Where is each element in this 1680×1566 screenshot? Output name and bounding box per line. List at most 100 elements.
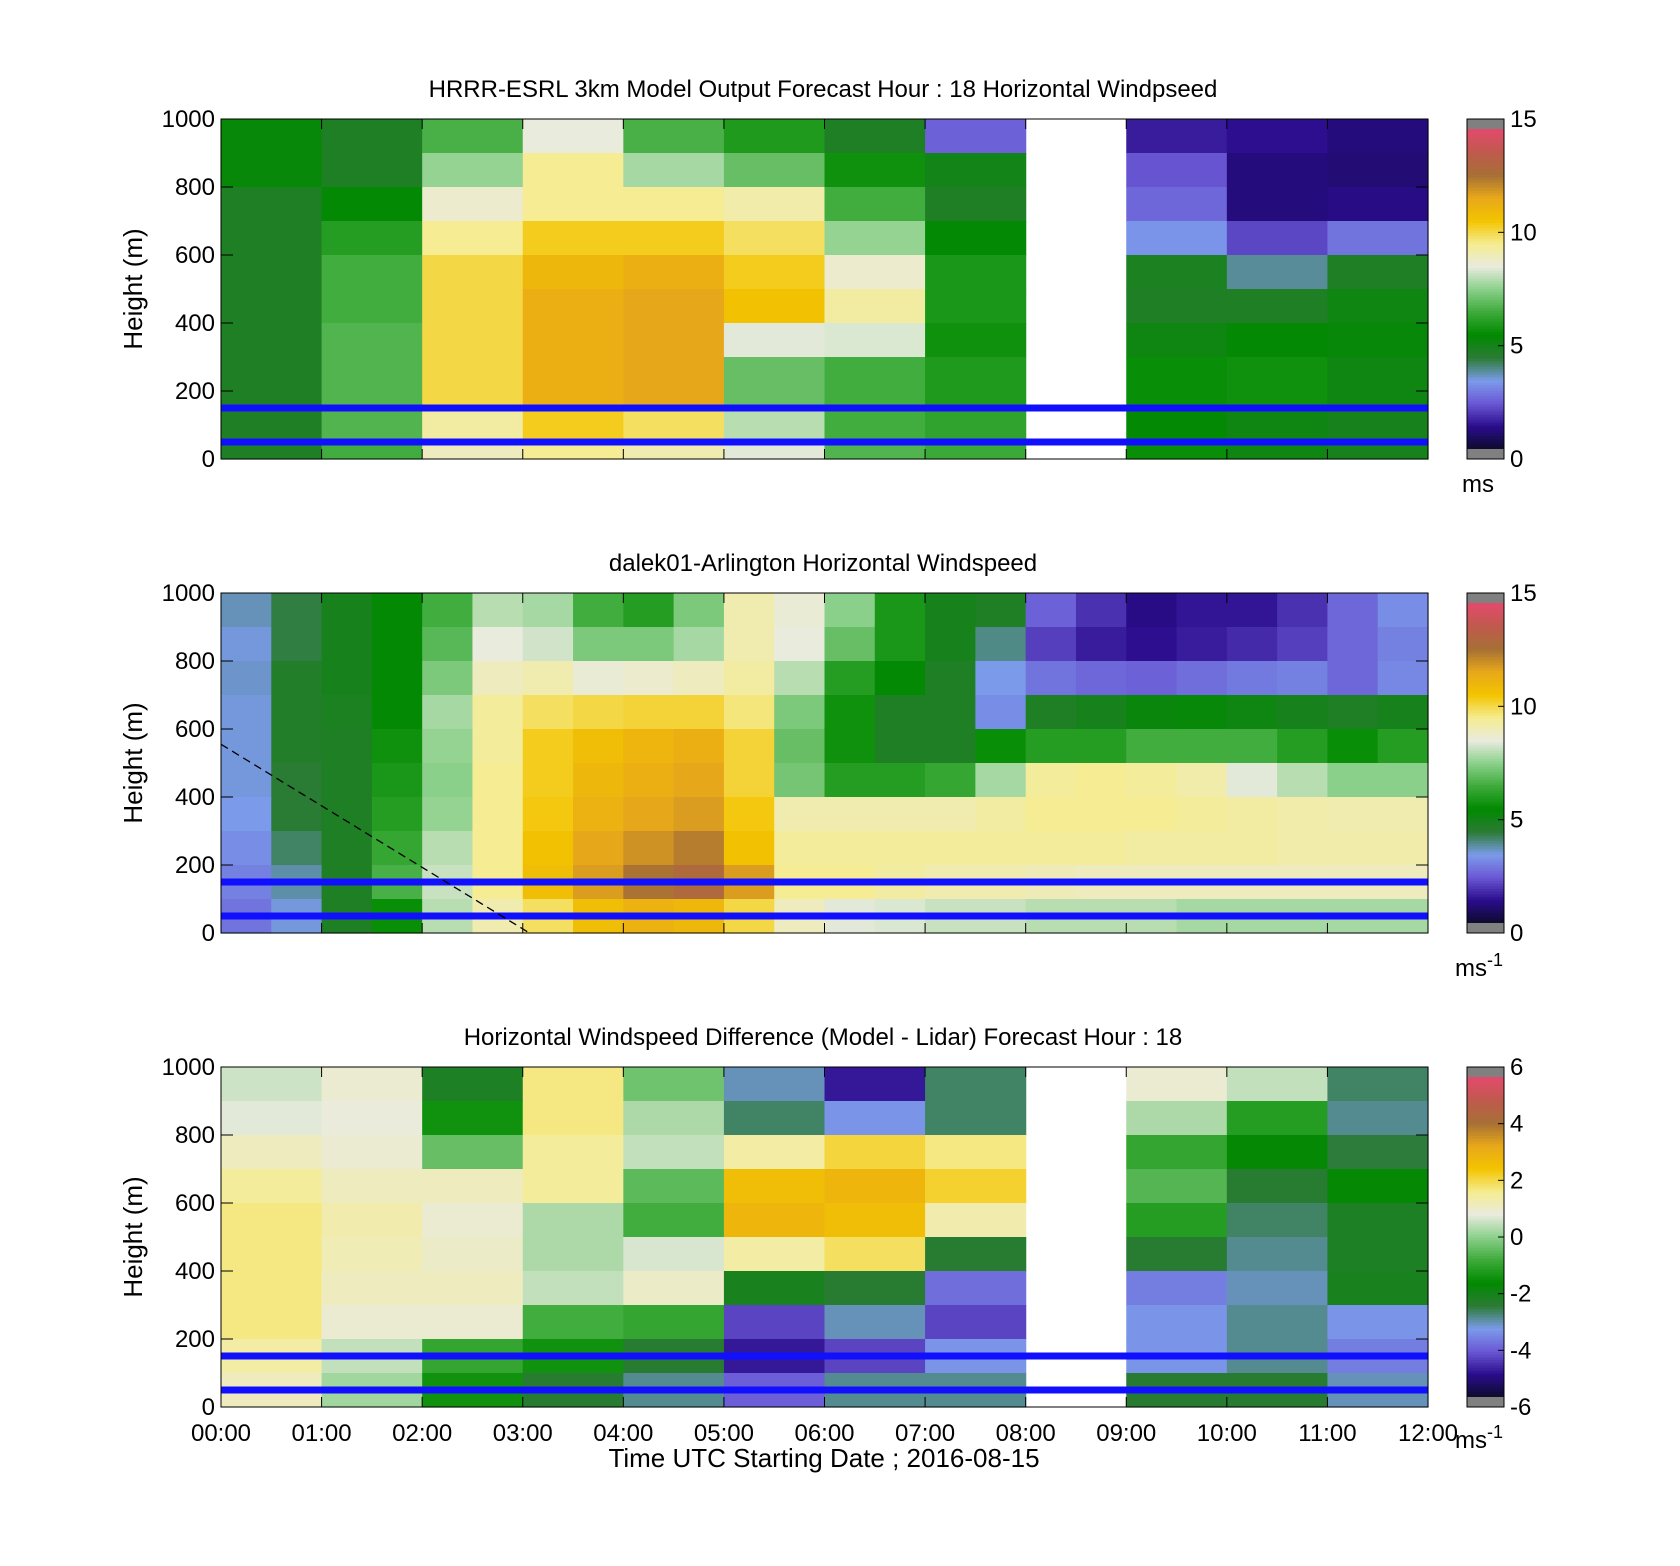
- colorbar-model: 0 5 10 15: [1466, 106, 1537, 473]
- heatmap-cell: [1277, 763, 1329, 798]
- colorbar-segment: [1467, 648, 1504, 652]
- panel-title-lidar: dalek01-Arlington Horizontal Windspeed: [609, 550, 1037, 577]
- heatmap-cell: [271, 627, 323, 662]
- colorbar-segment: [1467, 443, 1504, 447]
- heatmap-cell: [221, 763, 272, 798]
- heatmap-cell: [925, 1135, 1027, 1170]
- heatmap-cell: [321, 797, 373, 832]
- colorbar-segment: [1467, 883, 1504, 887]
- y-ticks-difference: 0 200 400 600 800 1000: [162, 1054, 1428, 1421]
- colorbar-segment: [1467, 616, 1504, 620]
- colorbar-tick-label: 6: [1510, 1054, 1523, 1081]
- heatmap-cell: [472, 593, 524, 628]
- colorbar-segment: [1467, 390, 1504, 394]
- heatmap-cell: [623, 1305, 725, 1340]
- colorbar-segment: [1467, 656, 1504, 660]
- colorbar-segment: [1467, 414, 1504, 418]
- y-tick-label: 600: [175, 1190, 215, 1217]
- colorbar-segment: [1467, 827, 1504, 831]
- heatmap-cell: [321, 1101, 423, 1136]
- heatmap-cell: [221, 661, 272, 696]
- heatmap-cell: [321, 1237, 423, 1272]
- colorbar-segment: [1467, 1298, 1504, 1302]
- heatmap-cell: [723, 1169, 826, 1204]
- heatmap-cell: [824, 831, 876, 866]
- colorbar-segment: [1467, 342, 1504, 346]
- colorbar-segment: [1467, 763, 1504, 767]
- colorbar-tick-label: 10: [1510, 693, 1537, 720]
- colorbar-segment: [1467, 131, 1504, 135]
- colorbar-tick-label: 10: [1510, 219, 1537, 246]
- y-tick-label: 600: [175, 242, 215, 269]
- heatmap-cell: [422, 187, 524, 222]
- colorbar-segment: [1467, 1117, 1504, 1121]
- heatmap-cell: [522, 323, 624, 358]
- colorbar-segment: [1467, 294, 1504, 298]
- colorbar-segment: [1467, 1106, 1504, 1110]
- heatmap-cell: [824, 1135, 926, 1170]
- colorbar-segment: [1467, 286, 1504, 290]
- heatmap-cell: [522, 119, 624, 154]
- y-tick-label: 0: [202, 1394, 215, 1421]
- colorbar-segment: [1467, 749, 1504, 753]
- colorbar-segment: [1467, 816, 1504, 820]
- heatmap-cell: [321, 1067, 423, 1102]
- heatmap-cell: [975, 593, 1027, 628]
- colorbar-segment: [1467, 901, 1504, 905]
- colorbar-segment: [1467, 688, 1504, 692]
- heatmap-cell: [1327, 442, 1429, 460]
- heatmap-cell: [1126, 408, 1228, 443]
- heatmap-cell: [925, 593, 976, 628]
- heatmap-cell: [1327, 695, 1379, 730]
- colorbar-segment: [1467, 249, 1504, 253]
- heatmap-cell: [1327, 1237, 1429, 1272]
- heatmap-cell: [1327, 593, 1379, 628]
- colorbar-segment: [1467, 438, 1504, 442]
- heatmap-cell: [1126, 221, 1228, 256]
- heatmap-cell: [321, 221, 423, 256]
- heatmap-cell: [221, 187, 323, 222]
- colorbar-segment: [1467, 1138, 1504, 1142]
- x-tick-label: 02:00: [392, 1420, 452, 1447]
- colorbar-segment: [1467, 1215, 1504, 1219]
- heatmap-cell: [1025, 627, 1077, 662]
- heatmap-cell: [1126, 729, 1178, 764]
- colorbar-segment: [1467, 637, 1504, 641]
- heatmap-cell: [1327, 357, 1429, 409]
- colorbar-segment: [1467, 1253, 1504, 1257]
- heatmap-cell: [1327, 187, 1429, 222]
- heatmap-cell: [1126, 695, 1178, 730]
- heatmap-cell: [221, 695, 272, 730]
- colorbar-segment: [1467, 211, 1504, 215]
- panel-lidar: dalek01-Arlington Horizontal Windspeed 0…: [118, 550, 1537, 982]
- heatmap-cell: [723, 1067, 826, 1102]
- heatmap-cell: [824, 1169, 926, 1204]
- heatmap-cell: [1226, 763, 1278, 798]
- colorbar-segment: [1467, 366, 1504, 370]
- heatmap-cell: [774, 661, 826, 696]
- colorbar-segment: [1467, 1202, 1504, 1206]
- colorbar-segment: [1467, 1333, 1504, 1337]
- colorbar-segment: [1467, 163, 1504, 167]
- colorbar-segment: [1467, 318, 1504, 322]
- heatmap-cell: [221, 255, 323, 290]
- panel-model: HRRR-ESRL 3km Model Output Forecast Hour…: [118, 76, 1537, 498]
- heatmap-cell: [1025, 797, 1077, 832]
- heatmap-cell: [422, 119, 524, 154]
- x-tick-label: 00:00: [191, 1420, 251, 1447]
- colorbar-segment: [1467, 685, 1504, 689]
- colorbar-segment: [1467, 1325, 1504, 1329]
- colorbar-segment: [1467, 1149, 1504, 1153]
- colorbar-segment: [1467, 1199, 1504, 1203]
- heatmap-cell: [925, 831, 976, 866]
- heatmap-cell: [623, 1067, 725, 1102]
- colorbar-segment: [1467, 1255, 1504, 1259]
- heatmap-cell: [1226, 119, 1329, 154]
- heatmap-cell: [1176, 593, 1228, 628]
- heatmap-cell: [522, 1271, 624, 1306]
- colorbar-segment: [1467, 283, 1504, 287]
- colorbar-segment: [1467, 661, 1504, 665]
- heatmap-cell: [623, 661, 675, 696]
- colorbar-segment: [1467, 379, 1504, 383]
- heatmap-cell: [1025, 593, 1077, 628]
